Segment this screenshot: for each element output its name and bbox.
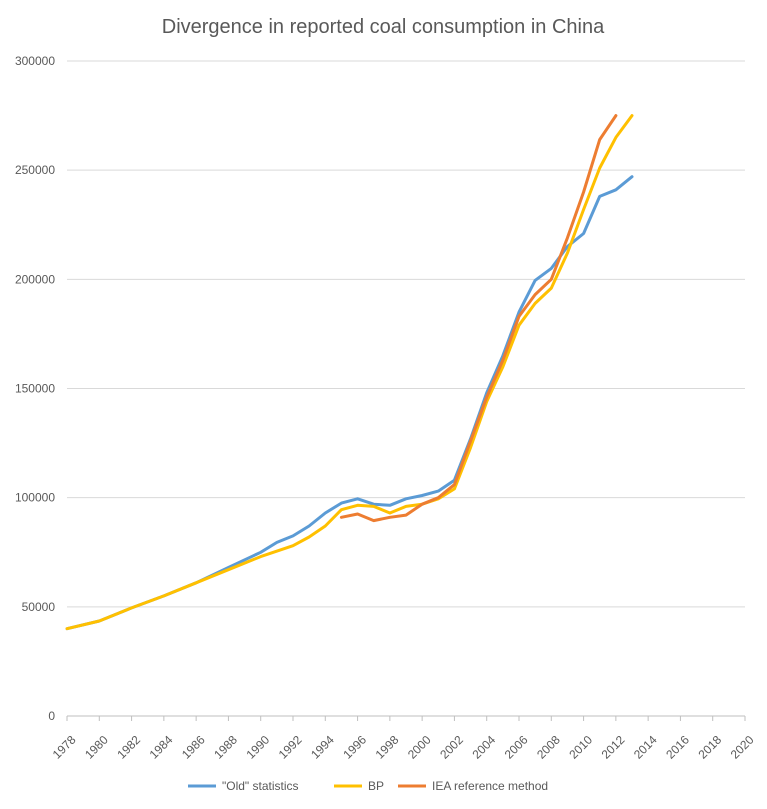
x-tick-label: 2008 [534,733,563,762]
x-axis [66,715,746,721]
y-tick-label: 50000 [22,600,56,614]
y-tick-label: 150000 [15,382,55,396]
x-tick-label: 2014 [631,733,660,762]
x-tick-label: 2002 [437,733,466,762]
y-tick-label: 200000 [15,272,55,286]
y-tick-label: 250000 [15,163,55,177]
series-line-2 [339,114,618,523]
x-tick-label: 1992 [276,733,305,762]
grid-lines [67,60,745,608]
y-tick-label: 300000 [15,54,55,68]
x-tick-label: 2016 [663,733,692,762]
x-axis-tick-labels: 1978 1980 1982 1984 1986 1988 1990 1992 1994 1996… [50,733,757,762]
x-tick-label: 1982 [114,733,143,762]
series-line-0 [65,175,634,631]
x-tick-label: 2010 [566,733,595,762]
y-tick-label: 100000 [15,491,55,505]
x-tick-label: 2000 [405,733,434,762]
legend: "Old" statistics BP IEA reference method [188,779,548,793]
x-tick-label: 1990 [243,733,272,762]
x-tick-label: 1986 [179,733,208,762]
x-tick-label: 2020 [728,733,757,762]
x-tick-label: 2004 [469,733,498,762]
x-tick-label: 1980 [82,733,111,762]
x-tick-label: 1978 [50,733,79,762]
series-line-1 [65,114,634,631]
x-tick-label: 2018 [695,733,724,762]
legend-label-2: IEA reference method [432,779,548,793]
legend-label-0: "Old" statistics [222,779,299,793]
y-axis-tick-labels: 0 50000 100000 150000 200000 250000 300000 [15,54,55,723]
legend-label-1: BP [368,779,384,793]
x-tick-label: 1998 [373,733,402,762]
x-tick-label: 2012 [599,733,628,762]
x-tick-label: 1994 [308,733,337,762]
series-lines [65,114,634,631]
x-tick-label: 1988 [211,733,240,762]
x-tick-label: 2006 [502,733,531,762]
chart-title: Divergence in reported coal consumption … [162,16,605,38]
y-tick-label: 0 [48,709,55,723]
x-tick-label: 1984 [147,733,176,762]
x-tick-label: 1996 [340,733,369,762]
